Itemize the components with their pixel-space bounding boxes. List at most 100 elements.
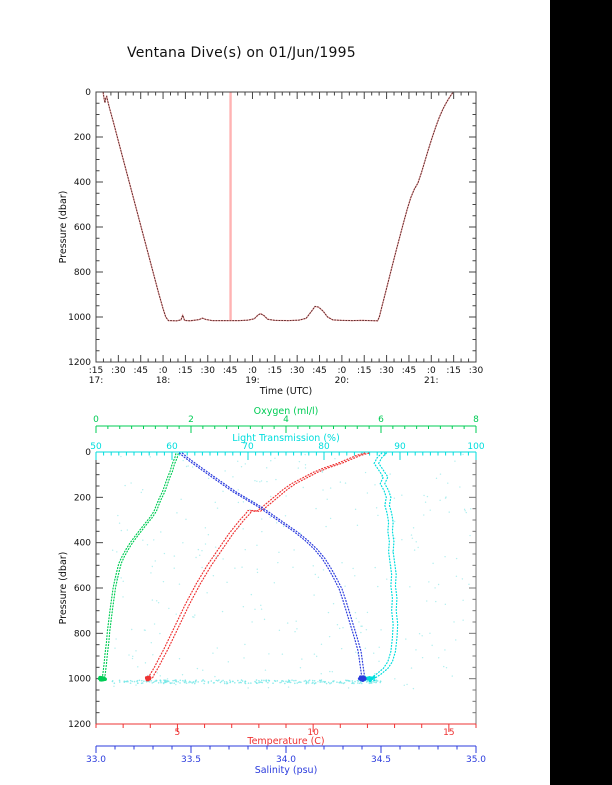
noise-dot [410,534,413,536]
noise-dot [307,682,310,684]
pressure-tick-label: 600 [74,223,91,233]
noise-dot [282,525,285,528]
noise-dot [345,679,348,682]
noise-dot [244,680,247,683]
noise-dot [447,482,449,484]
noise-dot [251,621,253,623]
noise-dot [263,679,265,682]
noise-dot [374,672,376,675]
time-tick-label: :30 [201,366,216,376]
time-tick-label: :45 [402,366,416,376]
noise-dot [426,495,429,498]
noise-dot [204,543,207,545]
noise-dot [114,647,116,649]
noise-dot [415,649,417,651]
noise-dot [163,679,166,682]
noise-dot [193,682,196,685]
noise-dot [195,556,197,559]
noise-dot [220,680,223,683]
noise-dot [207,477,210,480]
noise-dot [327,611,330,614]
dive-profile-underlay [102,92,454,322]
noise-dot [293,682,296,685]
noise-dot [356,524,359,527]
noise-dot [180,498,182,501]
noise-dot [321,681,323,683]
noise-dot [376,680,379,682]
noise-dot [356,679,359,682]
noise-dot [129,682,132,684]
noise-dot [238,681,240,684]
noise-dot [268,679,271,682]
noise-dot [150,572,152,574]
noise-dot [464,510,466,512]
oxygen-tick-label: 8 [473,415,479,425]
noise-dot [223,682,226,685]
noise-dot [144,629,146,631]
noise-dot [443,665,445,668]
noise-dot [243,657,245,659]
noise-dot [187,465,189,467]
noise-dot [222,490,224,493]
noise-dot [315,507,317,510]
noise-dot [146,544,149,546]
noise-dot [136,682,139,684]
temperature-tick-label: 15 [443,728,454,738]
temperature-profile-bottom-blob [144,675,152,682]
noise-dot [182,542,184,544]
noise-dot [417,546,419,549]
noise-dot [439,499,441,502]
pressure-tick-label: 1000 [68,675,91,685]
pressure-tick-label: 600 [74,584,91,594]
noise-dot [342,627,344,629]
noise-dot [201,550,203,552]
noise-dot [377,514,379,517]
noise-dot [313,653,316,655]
oxygen-tick-label: 0 [93,415,99,425]
noise-dot [256,544,258,546]
noise-dot [255,679,258,681]
noise-dot [360,631,362,634]
salinity-tick-label: 34.5 [371,755,391,765]
noise-dot [184,679,186,682]
light-tick-label: 50 [90,442,102,452]
light-tick-label: 60 [166,442,178,452]
noise-dot [410,667,413,669]
noise-dot [429,632,431,634]
noise-dot [361,682,363,685]
noise-dot [403,684,405,687]
noise-dot [237,489,239,491]
noise-dot [327,681,330,684]
noise-dot [241,680,244,682]
oxygen-tick-label: 6 [378,415,384,425]
noise-dot [339,481,342,483]
noise-dot [284,515,287,517]
noise-dot [423,494,425,497]
noise-dot [278,551,280,554]
noise-dot [339,680,342,683]
noise-dot [151,682,154,684]
noise-dot [295,679,297,682]
noise-dot [195,679,197,681]
dive-depth-time-chart: 020040060080010001200:15:30:45:0:15:30:4… [58,88,484,397]
noise-dot [462,619,464,621]
time-tick-label: :30 [379,366,394,376]
noise-dot [256,480,258,482]
noise-dot [329,670,331,673]
noise-dot [254,608,256,610]
noise-dot [156,672,158,674]
noise-dot [181,674,184,676]
light-bottom-band [111,679,382,685]
noise-dot [322,489,324,491]
noise-dot [357,682,359,684]
noise-dot [431,644,433,647]
noise-dot [130,482,132,484]
noise-dot [312,565,314,567]
noise-dot [214,501,216,504]
noise-dot [152,654,154,656]
time-tick-label: :45 [223,366,237,376]
noise-dot [207,681,210,683]
noise-dot [462,599,464,601]
noise-dot [232,680,234,683]
noise-dot [299,532,302,534]
